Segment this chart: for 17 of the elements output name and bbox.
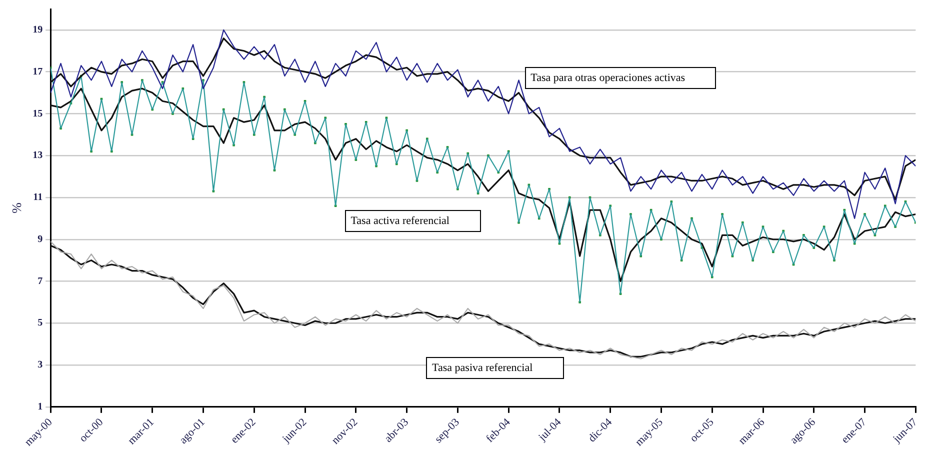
y-tick-label: 13 — [32, 150, 43, 162]
y-tick-label: 5 — [38, 318, 43, 329]
y-tick-label: 3 — [38, 360, 43, 371]
y-tick-label: 11 — [33, 192, 43, 204]
callout-box: Tasa pasiva referencial — [426, 356, 564, 379]
y-tick-label: 9 — [38, 234, 43, 245]
annotation: Tasa para otras operaciones activas — [530, 72, 686, 84]
y-tick-label: 7 — [38, 276, 43, 287]
callout-box: Tasa para otras operaciones activas — [524, 66, 716, 89]
callout-box: Tasa activa referencial — [344, 210, 480, 232]
y-tick-label: 1 — [38, 401, 43, 412]
y-tick-label: 15 — [32, 108, 43, 120]
y-axis-title: % — [9, 202, 24, 214]
y-tick-label: 19 — [32, 24, 43, 36]
annotation: Tasa activa referencial — [350, 215, 450, 228]
y-tick-label: 17 — [32, 66, 43, 78]
annotation: Tasa pasiva referencial — [432, 362, 533, 374]
